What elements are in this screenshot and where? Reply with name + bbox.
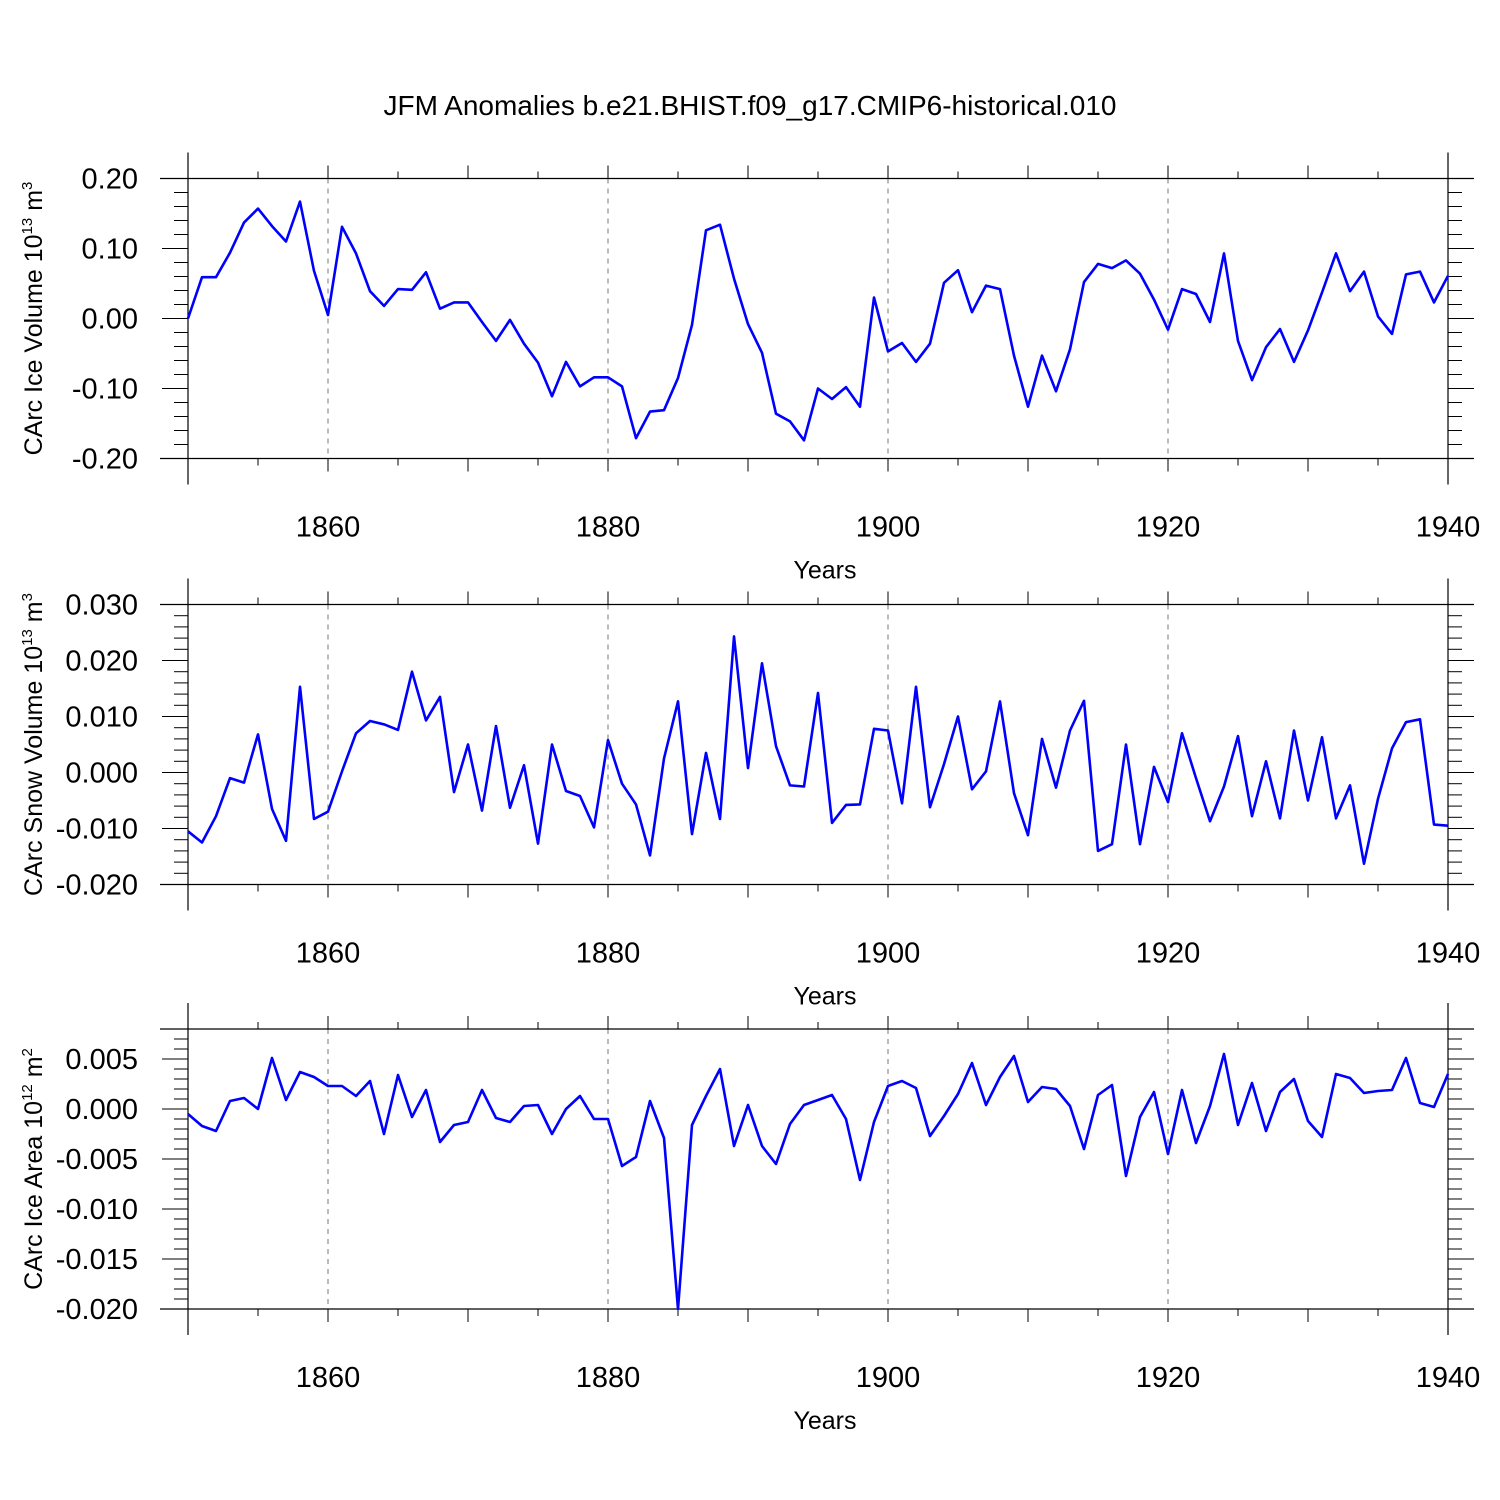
data-series-line	[187, 635, 1449, 866]
x-tick-label: 1860	[296, 512, 361, 544]
y-axis-label-exponent: 12	[19, 1084, 36, 1101]
y-tick-label: -0.20	[72, 444, 138, 476]
y-axis-label-unit-exponent: 3	[19, 593, 36, 601]
x-tick-label: 1860	[296, 1362, 361, 1394]
y-tick-label: 0.030	[65, 590, 138, 622]
x-tick-label: 1900	[856, 1362, 921, 1394]
x-tick-label: 1940	[1416, 938, 1481, 970]
x-tick-label: 1860	[296, 938, 361, 970]
y-tick-label: -0.010	[56, 1194, 138, 1226]
y-tick-label: -0.010	[56, 814, 138, 846]
data-series-line	[186, 200, 1450, 442]
x-axis-label: Years	[793, 557, 856, 585]
y-tick-label: 0.005	[65, 1044, 138, 1076]
y-tick-label: 0.000	[65, 758, 138, 790]
y-tick-label: -0.015	[56, 1244, 138, 1276]
data-series-line	[187, 1052, 1450, 1311]
y-axis-label-unit: m	[20, 190, 48, 218]
x-axis-label: Years	[793, 983, 856, 1011]
figure-title: JFM Anomalies b.e21.BHIST.f09_g17.CMIP6-…	[383, 90, 1116, 121]
y-axis-label-unit-exponent: 3	[19, 182, 36, 190]
chart-panel-2: 1860 1880 1900 1920 1940 Years -0.020 -0.010 0.0…	[19, 578, 1481, 1011]
x-tick-label: 1940	[1416, 1362, 1481, 1394]
x-tick-label: 1880	[576, 938, 641, 970]
y-axis-label: CArc Ice Volume 1013 m3	[19, 182, 48, 456]
y-axis-label-text: CArc Ice Volume 10	[20, 234, 48, 455]
y-tick-label: 0.20	[82, 164, 138, 196]
y-tick-label: 0.10	[82, 234, 138, 266]
x-tick-label: 1880	[576, 1362, 641, 1394]
x-tick-label: 1900	[856, 938, 921, 970]
x-axis-label: Years	[793, 1407, 856, 1435]
y-axis-label-exponent: 13	[19, 218, 36, 235]
chart-panel-3: 1860 1880 1900 1920 1940 Years -0.020 -0.015 -0.…	[19, 1003, 1480, 1435]
y-axis-label-text: CArc Ice Area 10	[20, 1101, 48, 1290]
y-axis-label-unit: m	[20, 601, 48, 629]
y-tick-label: -0.10	[72, 374, 138, 406]
y-axis-label-text: CArc Snow Volume 10	[20, 646, 48, 896]
y-axis-label: CArc Snow Volume 1013 m3	[19, 593, 48, 896]
y-axis-label-exponent: 13	[19, 629, 36, 646]
chart-panel-1: 1860 1880 1900 1920 1940 Years -0.20 -0.10 0.00 0…	[19, 152, 1481, 585]
y-axis-label-unit-exponent: 2	[19, 1048, 36, 1056]
y-axis-label-unit: m	[20, 1056, 48, 1084]
y-tick-label: -0.020	[56, 1294, 138, 1326]
y-tick-label: 0.00	[82, 304, 138, 336]
x-tick-label: 1920	[1136, 938, 1201, 970]
x-tick-label: 1900	[856, 512, 921, 544]
y-tick-label: 0.000	[65, 1094, 138, 1126]
panels: 1860 1880 1900 1920 1940Years-0.20-0.100.000…	[19, 152, 1481, 1435]
y-tick-label: -0.020	[56, 870, 138, 902]
y-axis-label: CArc Ice Area 1012 m2	[19, 1048, 48, 1290]
y-tick-label: 0.010	[65, 702, 138, 734]
y-tick-label: 0.020	[65, 646, 138, 678]
x-tick-label: 1880	[576, 512, 641, 544]
x-tick-label: 1940	[1416, 512, 1481, 544]
x-tick-label: 1920	[1136, 1362, 1201, 1394]
x-tick-label: 1920	[1136, 512, 1201, 544]
y-tick-label: -0.005	[56, 1144, 138, 1176]
